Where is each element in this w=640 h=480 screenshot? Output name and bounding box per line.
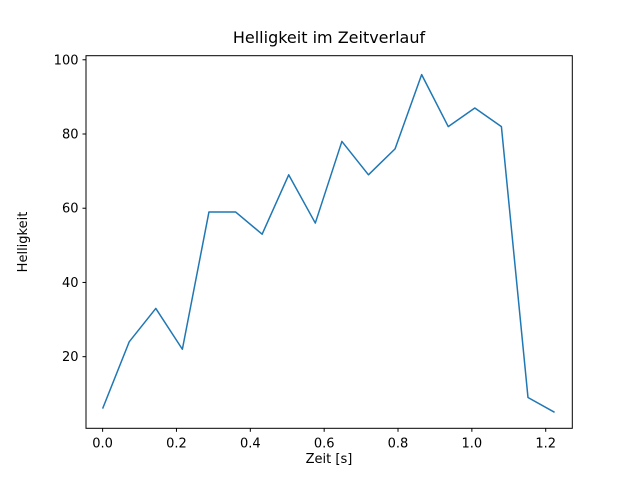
y-tick-label: 40 xyxy=(62,276,79,291)
x-tick-label: 0.4 xyxy=(240,436,261,451)
data-line xyxy=(101,73,555,413)
y-axis-label: Helligkeit xyxy=(16,211,31,273)
x-axis-ticks: 0.0 0.2 0.4 0.6 0.8 1.0 1.2 xyxy=(92,428,556,451)
chart-title: Helligkeit im Zeitverlauf xyxy=(232,28,426,47)
x-axis-label: Zeit [s] xyxy=(305,452,353,467)
x-tick-label: 0.2 xyxy=(166,436,187,451)
x-tick-label: 0.6 xyxy=(314,436,335,451)
axes-spines xyxy=(85,55,573,429)
x-tick-label: 1.2 xyxy=(535,436,556,451)
y-tick-label: 20 xyxy=(62,350,79,365)
x-tick-label: 0.0 xyxy=(92,436,113,451)
y-axis-ticks: 20 40 60 80 100 xyxy=(54,53,86,365)
y-tick-label: 60 xyxy=(62,202,79,217)
y-tick-label: 80 xyxy=(62,128,79,143)
y-tick-label: 100 xyxy=(54,53,79,68)
x-tick-label: 1.0 xyxy=(462,436,483,451)
x-tick-label: 0.8 xyxy=(388,436,409,451)
